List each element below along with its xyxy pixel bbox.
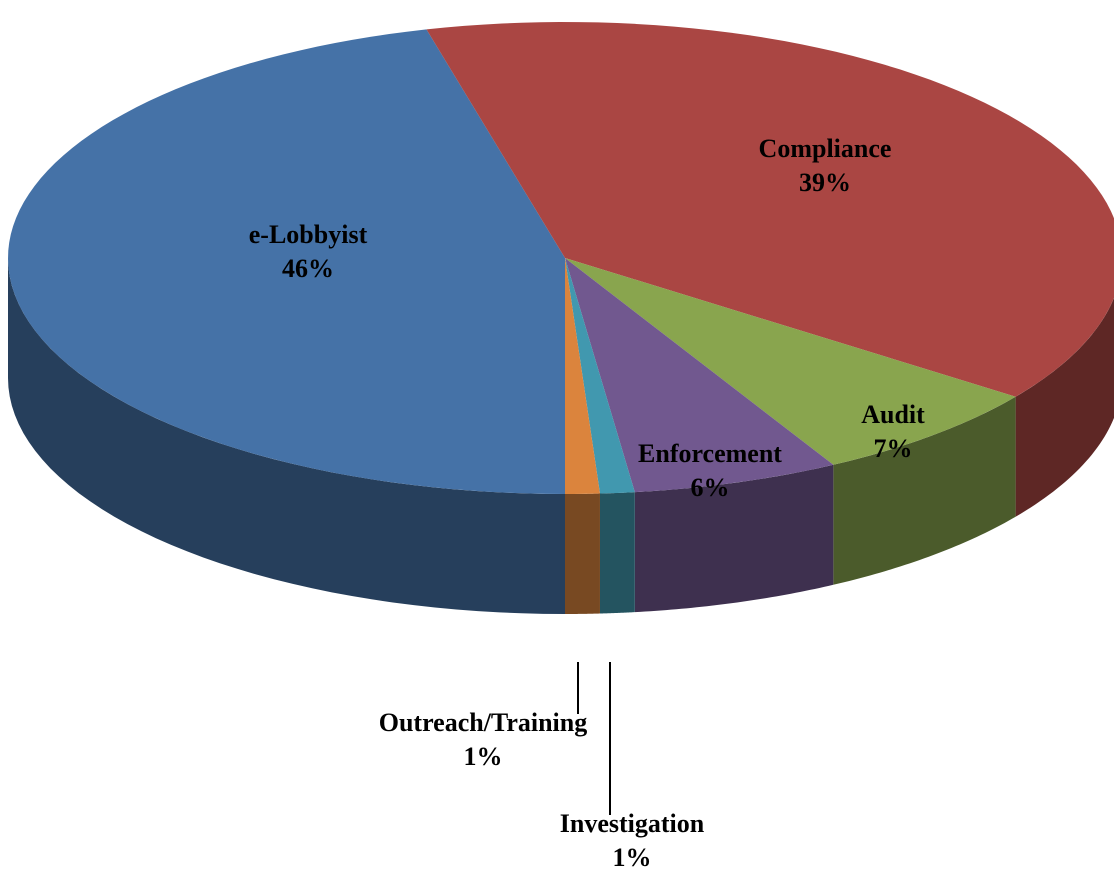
slice [565,258,1016,465]
slice-label: e-Lobbyist [249,220,368,249]
slice-value-label: 1% [613,843,652,872]
slice-label: Compliance [759,134,892,163]
slice-side [599,492,635,614]
slice-side [1015,297,1114,517]
slice-label: Audit [861,400,925,429]
slice-side [565,493,600,614]
slice-value-label: 7% [874,434,913,463]
slice-label: Enforcement [638,439,782,468]
slice [8,29,566,495]
slice [565,258,600,494]
slice-value-label: 46% [282,254,334,283]
slice [565,258,834,493]
slice-label: Investigation [560,809,705,838]
slice-label: Outreach/Training [379,708,588,737]
slice [426,22,1114,397]
slice-side [634,464,834,613]
slice-value-label: 1% [464,742,503,771]
slice [565,258,635,494]
slice-side [833,396,1016,585]
slice-value-label: 39% [799,168,851,197]
slice-side [8,258,565,614]
slice-value-label: 6% [691,473,730,502]
